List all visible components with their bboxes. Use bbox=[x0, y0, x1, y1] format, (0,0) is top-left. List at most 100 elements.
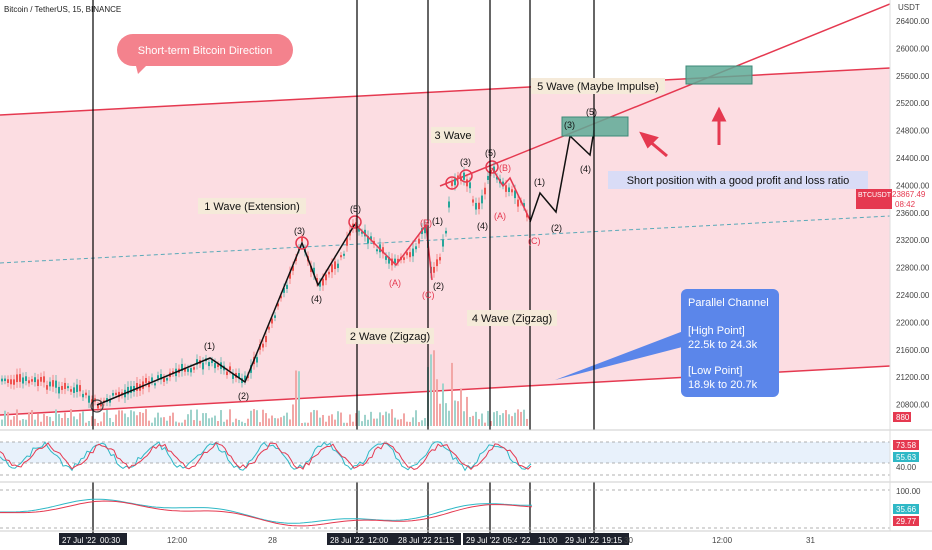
volume-bar bbox=[478, 419, 480, 426]
volume-bar bbox=[184, 419, 186, 426]
time-tick-label: 11:00 bbox=[538, 536, 558, 545]
wave-path-abc-1 bbox=[354, 223, 433, 281]
volume-bar bbox=[439, 403, 441, 426]
volume-bar bbox=[85, 422, 87, 426]
price-tick-label: 21600.00 bbox=[896, 346, 930, 355]
volume-bar bbox=[1, 419, 3, 426]
candle bbox=[478, 202, 480, 210]
candle bbox=[160, 374, 162, 380]
candle bbox=[46, 385, 48, 390]
volume-bar bbox=[493, 412, 495, 426]
volume-bar bbox=[148, 420, 150, 426]
candle bbox=[181, 363, 183, 372]
volume-bar bbox=[346, 422, 348, 426]
volume-bar bbox=[151, 422, 153, 426]
wave-mark: (2) bbox=[238, 391, 249, 401]
volume-bar bbox=[4, 410, 6, 426]
price-axis: 26400.00 26000.00 25600.00 25200.00 24800.00… bbox=[896, 17, 930, 410]
candle bbox=[271, 318, 273, 324]
candle bbox=[313, 267, 315, 275]
time-label-bg bbox=[599, 533, 629, 545]
volume-bar bbox=[394, 417, 396, 426]
volume-bar bbox=[310, 412, 312, 426]
wave-mark: (1) bbox=[204, 341, 215, 351]
channel-mid-line bbox=[0, 215, 891, 264]
volume-bar bbox=[469, 416, 471, 426]
candle bbox=[283, 288, 285, 293]
candle bbox=[214, 363, 216, 369]
oscillator-2-lines bbox=[0, 498, 533, 527]
osc-levels bbox=[0, 441, 890, 529]
candle bbox=[157, 375, 159, 379]
candle bbox=[52, 380, 54, 387]
candle bbox=[280, 295, 282, 299]
time-tick-label: 19:15 bbox=[602, 536, 623, 545]
volume-bar bbox=[13, 416, 15, 426]
osc2-v1: 35.66 bbox=[896, 505, 917, 514]
volume-bar bbox=[292, 404, 294, 426]
time-label-bg bbox=[97, 533, 127, 545]
volume-bar bbox=[244, 422, 246, 426]
volume-bar bbox=[508, 414, 510, 426]
osc2-v1-badge bbox=[893, 504, 919, 514]
candle bbox=[190, 368, 192, 373]
time-tick-label: 30 bbox=[624, 536, 633, 545]
price-tick-label: 20800.00 bbox=[896, 401, 930, 410]
candle bbox=[4, 378, 6, 382]
candle bbox=[511, 189, 513, 193]
wave-label-bg bbox=[531, 78, 665, 94]
osc2-line-a bbox=[0, 498, 532, 524]
wave-mark: (3) bbox=[460, 157, 471, 167]
price-tick-label: 22800.00 bbox=[896, 264, 930, 273]
candle bbox=[196, 359, 198, 365]
volume-bar bbox=[160, 417, 162, 426]
candle bbox=[358, 227, 360, 232]
volume-bar bbox=[145, 409, 147, 426]
volume-bar bbox=[391, 409, 393, 426]
volume-bar bbox=[55, 409, 57, 426]
volume-bar bbox=[505, 410, 507, 426]
candle bbox=[415, 246, 417, 250]
candle bbox=[202, 362, 204, 370]
volume-bar bbox=[211, 417, 213, 426]
volume-bar bbox=[73, 416, 75, 426]
candle bbox=[394, 258, 396, 264]
candle bbox=[481, 195, 483, 204]
time-tick-label: '22 bbox=[520, 536, 531, 545]
price-tick-label: 26400.00 bbox=[896, 17, 930, 26]
pivot-circle bbox=[295, 236, 309, 250]
candle bbox=[292, 266, 294, 271]
candle bbox=[475, 202, 477, 210]
osc2-line-b bbox=[0, 500, 533, 527]
candle bbox=[316, 278, 318, 283]
volume-bar bbox=[388, 413, 390, 426]
candle bbox=[238, 373, 240, 379]
candle bbox=[211, 360, 213, 364]
volume-bar bbox=[280, 417, 282, 426]
candle bbox=[346, 237, 348, 246]
volume-bar bbox=[34, 419, 36, 426]
volume-bar bbox=[154, 417, 156, 426]
pivot-circle bbox=[445, 176, 459, 190]
candle bbox=[43, 376, 45, 383]
volume-bar bbox=[58, 414, 60, 426]
volume-bar bbox=[112, 422, 114, 426]
volume-bar bbox=[91, 416, 93, 426]
candle bbox=[322, 278, 324, 286]
channel-title: Parallel Channel bbox=[688, 297, 769, 309]
volume-bar bbox=[496, 411, 498, 426]
candle bbox=[385, 256, 387, 260]
volume-bar bbox=[358, 410, 360, 426]
time-label-bg bbox=[431, 533, 461, 545]
volume-bar bbox=[16, 409, 18, 426]
volume-bar bbox=[79, 413, 81, 426]
wave-mark: (A) bbox=[389, 278, 401, 288]
price-tick-label: 22400.00 bbox=[896, 291, 930, 300]
volume-bar bbox=[100, 421, 102, 426]
wave-mark: (1) bbox=[432, 216, 443, 226]
volume-bar bbox=[64, 412, 66, 426]
volume-bar bbox=[49, 416, 51, 426]
volume-bar bbox=[193, 420, 195, 426]
wave-mark: (4) bbox=[311, 294, 322, 304]
volume-bar bbox=[127, 417, 129, 426]
